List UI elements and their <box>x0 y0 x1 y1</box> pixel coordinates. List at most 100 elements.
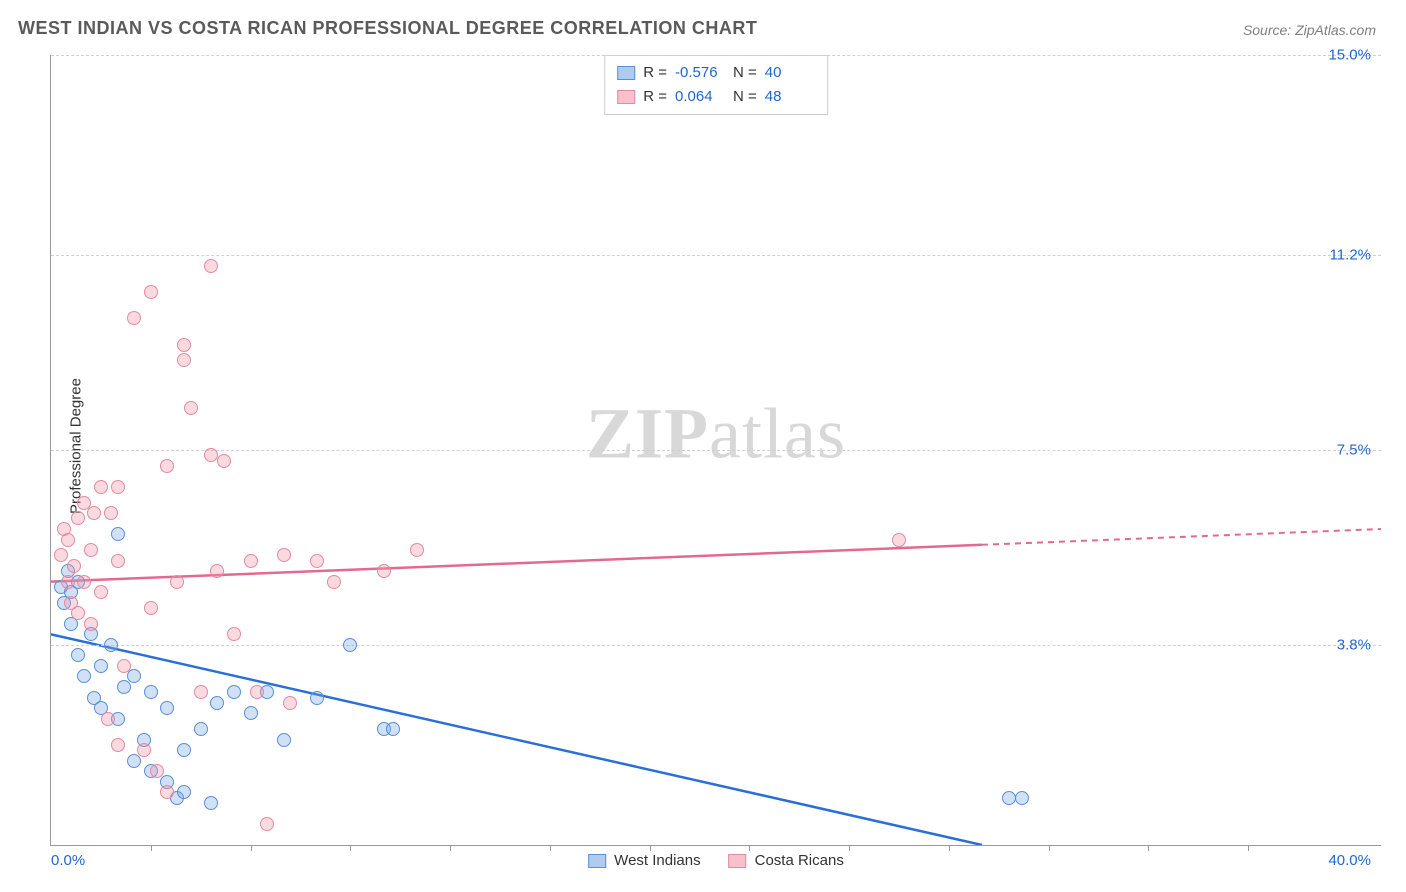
x-tick <box>450 845 451 851</box>
data-point <box>244 554 258 568</box>
data-point <box>327 575 341 589</box>
data-point <box>227 685 241 699</box>
data-point <box>386 722 400 736</box>
data-point <box>210 564 224 578</box>
data-point <box>150 764 164 778</box>
data-point <box>67 559 81 573</box>
data-point <box>160 459 174 473</box>
data-point <box>84 543 98 557</box>
n-label: N = <box>733 85 757 109</box>
data-point <box>204 796 218 810</box>
data-point <box>104 506 118 520</box>
legend-swatch <box>617 90 635 104</box>
series-legend: West IndiansCosta Ricans <box>588 852 844 869</box>
legend-item: Costa Ricans <box>729 852 844 869</box>
legend-swatch <box>588 854 606 868</box>
data-point <box>1002 791 1016 805</box>
data-point <box>277 548 291 562</box>
r-value: 0.064 <box>675 85 725 109</box>
data-point <box>111 554 125 568</box>
n-value: 48 <box>765 85 815 109</box>
data-point <box>343 638 357 652</box>
data-point <box>410 543 424 557</box>
y-tick-label: 3.8% <box>1337 636 1371 653</box>
legend-swatch <box>617 66 635 80</box>
x-tick <box>350 845 351 851</box>
data-point <box>77 575 91 589</box>
gridline <box>51 255 1381 256</box>
source-attribution: Source: ZipAtlas.com <box>1243 22 1376 38</box>
x-tick <box>1148 845 1149 851</box>
y-tick-label: 15.0% <box>1328 47 1371 64</box>
x-tick <box>1248 845 1249 851</box>
data-point <box>94 659 108 673</box>
data-point <box>127 311 141 325</box>
x-tick <box>650 845 651 851</box>
x-tick <box>749 845 750 851</box>
data-point <box>277 733 291 747</box>
data-point <box>177 353 191 367</box>
n-label: N = <box>733 61 757 85</box>
data-point <box>160 701 174 715</box>
chart-title: WEST INDIAN VS COSTA RICAN PROFESSIONAL … <box>18 18 757 39</box>
data-point <box>210 696 224 710</box>
correlation-legend: R = -0.576 N = 40 R = 0.064 N = 48 <box>604 55 828 115</box>
data-point <box>87 506 101 520</box>
data-point <box>377 564 391 578</box>
gridline <box>51 450 1381 451</box>
data-point <box>194 685 208 699</box>
gridline <box>51 645 1381 646</box>
data-point <box>204 448 218 462</box>
data-point <box>217 454 231 468</box>
gridline <box>51 55 1381 56</box>
data-point <box>310 691 324 705</box>
x-tick <box>849 845 850 851</box>
data-point <box>1015 791 1029 805</box>
y-tick-label: 7.5% <box>1337 442 1371 459</box>
data-point <box>283 696 297 710</box>
data-point <box>71 648 85 662</box>
data-point <box>101 712 115 726</box>
data-point <box>104 638 118 652</box>
x-axis-max-label: 40.0% <box>1328 852 1371 869</box>
data-point <box>310 554 324 568</box>
data-point <box>204 259 218 273</box>
n-value: 40 <box>765 61 815 85</box>
x-tick <box>1049 845 1050 851</box>
legend-label: Costa Ricans <box>755 852 844 869</box>
legend-row: R = 0.064 N = 48 <box>617 85 815 109</box>
r-label: R = <box>643 85 667 109</box>
plot-area: ZIPatlas R =-0.576N =40R =0.064N =48 Wes… <box>50 55 1381 846</box>
data-point <box>117 659 131 673</box>
watermark-bold: ZIP <box>586 394 709 474</box>
data-point <box>144 285 158 299</box>
data-point <box>61 533 75 547</box>
data-point <box>71 606 85 620</box>
data-point <box>244 706 258 720</box>
x-tick <box>550 845 551 851</box>
legend-row: R = -0.576 N = 40 <box>617 61 815 85</box>
data-point <box>260 817 274 831</box>
data-point <box>892 533 906 547</box>
y-tick-label: 11.2% <box>1330 247 1371 264</box>
data-point <box>111 527 125 541</box>
data-point <box>137 743 151 757</box>
data-point <box>170 575 184 589</box>
data-point <box>111 738 125 752</box>
data-point <box>61 575 75 589</box>
data-point <box>250 685 264 699</box>
data-point <box>177 338 191 352</box>
data-point <box>227 627 241 641</box>
data-point <box>177 743 191 757</box>
data-point <box>160 785 174 799</box>
x-tick <box>151 845 152 851</box>
data-point <box>127 669 141 683</box>
data-point <box>177 785 191 799</box>
data-point <box>111 480 125 494</box>
data-point <box>71 511 85 525</box>
r-value: -0.576 <box>675 61 725 85</box>
watermark-rest: atlas <box>709 394 846 474</box>
r-label: R = <box>643 61 667 85</box>
chart-container: WEST INDIAN VS COSTA RICAN PROFESSIONAL … <box>0 0 1406 892</box>
legend-swatch <box>729 854 747 868</box>
